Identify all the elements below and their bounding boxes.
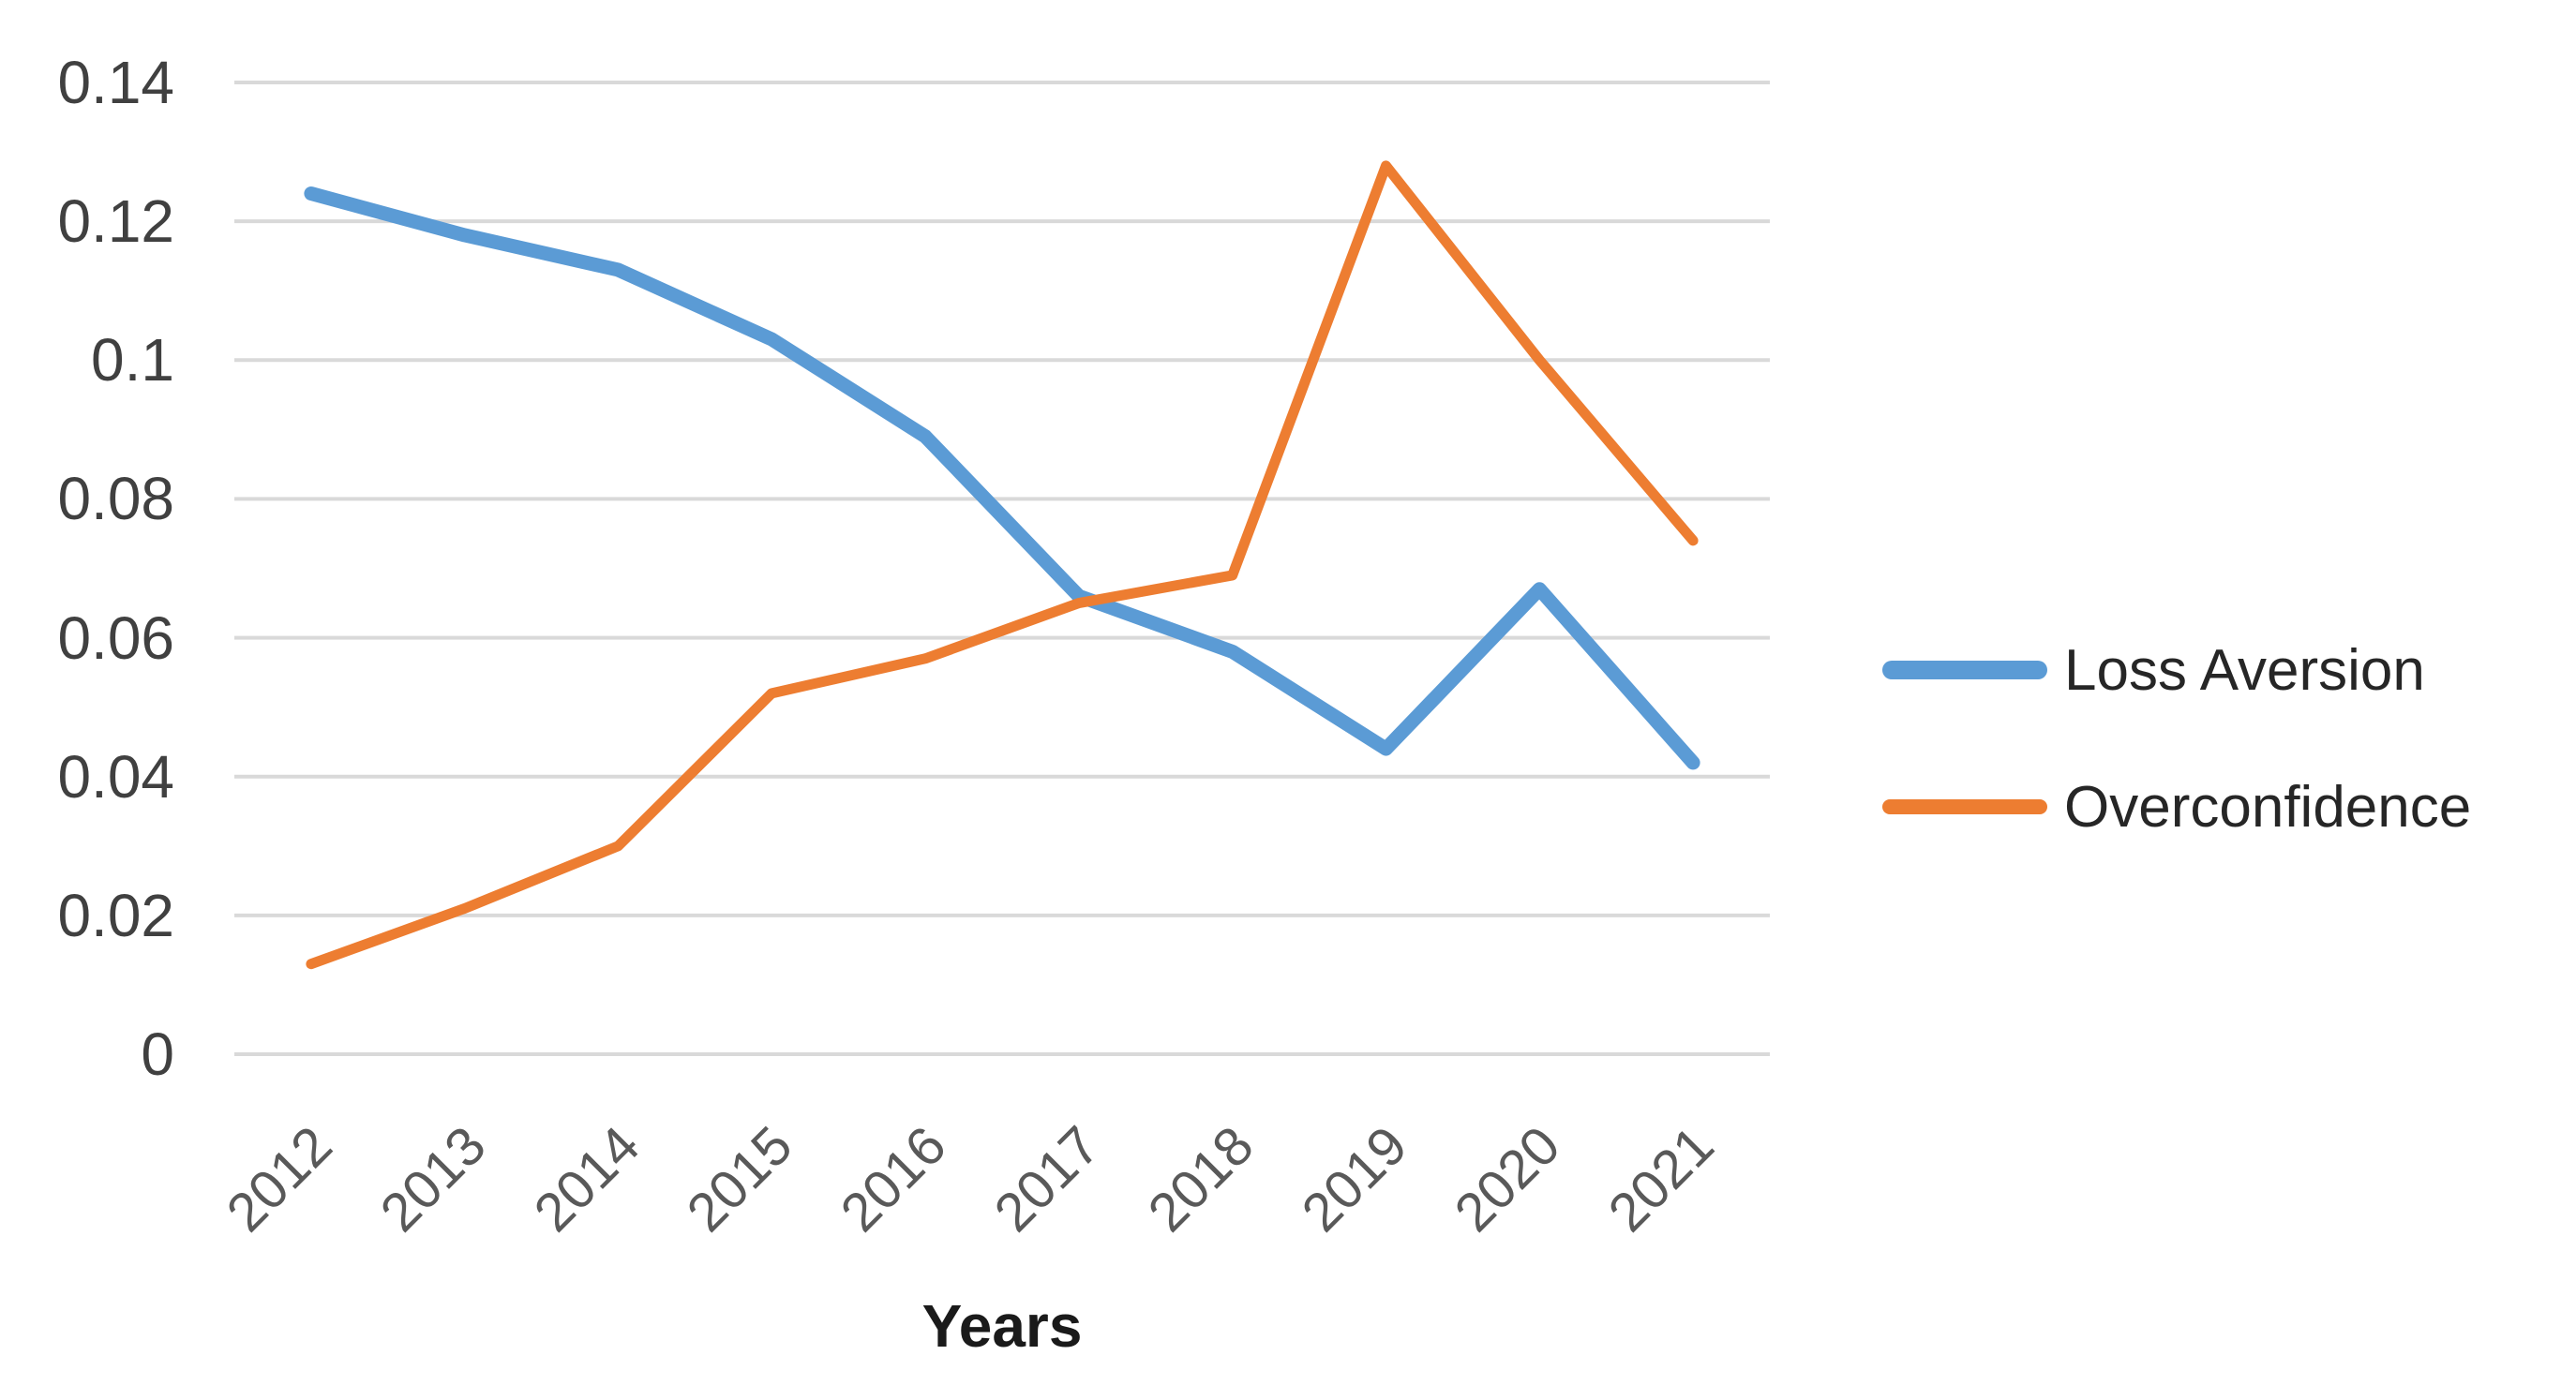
legend-swatch-overconfidence — [1882, 799, 2047, 814]
y-tick-label: 0 — [141, 1020, 174, 1088]
loss-aversion-line — [304, 186, 1700, 770]
y-tick-label: 0.02 — [57, 881, 174, 949]
legend-item-overconfidence: Overconfidence — [1882, 767, 2471, 847]
overconfidence-line — [306, 160, 1699, 970]
legend: Loss Aversion Overconfidence — [1882, 630, 2471, 847]
y-tick-label: 0.08 — [57, 465, 174, 533]
x-axis-title: Years — [921, 1292, 1083, 1360]
legend-label-loss-aversion: Loss Aversion — [2064, 637, 2425, 703]
legend-item-loss-aversion: Loss Aversion — [1882, 630, 2471, 710]
legend-swatch-loss-aversion — [1882, 661, 2047, 679]
y-tick-label: 0.04 — [57, 742, 174, 811]
y-tick-label: 0.12 — [57, 187, 174, 256]
legend-label-overconfidence: Overconfidence — [2064, 774, 2472, 840]
y-tick-label: 0.14 — [57, 49, 174, 116]
y-tick-label: 0.06 — [57, 603, 174, 672]
y-tick-label: 0.1 — [91, 326, 174, 395]
